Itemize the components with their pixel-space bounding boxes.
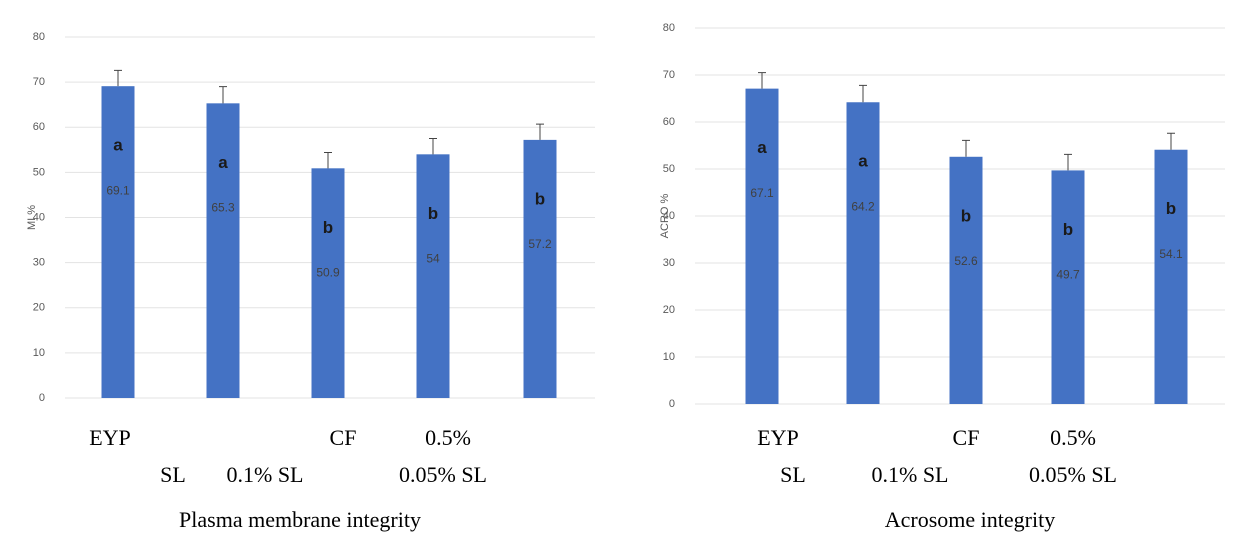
data-label: 54.1 xyxy=(1159,247,1183,261)
bar xyxy=(101,86,135,398)
x-label: CF xyxy=(330,425,357,450)
significance-letter: a xyxy=(757,138,767,157)
x-label: 0.05% SL xyxy=(1029,462,1117,487)
y-tick-label: 10 xyxy=(33,347,45,359)
y-tick-label: 0 xyxy=(669,398,675,410)
x-label: SL xyxy=(780,462,806,487)
y-tick-label: 0 xyxy=(39,392,45,404)
significance-letter: b xyxy=(1166,199,1176,218)
bar xyxy=(523,139,557,398)
y-tick-label: 30 xyxy=(33,257,45,269)
y-tick-label: 30 xyxy=(663,257,675,269)
chart-title: Acrosome integrity xyxy=(885,507,1055,532)
bar xyxy=(1051,170,1085,404)
significance-letter: b xyxy=(323,218,333,237)
y-tick-label: 60 xyxy=(33,121,45,133)
data-label: 50.9 xyxy=(316,265,340,279)
y-tick-label: 80 xyxy=(663,22,675,34)
significance-letter: b xyxy=(428,204,438,223)
data-label: 57.2 xyxy=(528,237,552,251)
bar xyxy=(949,156,983,404)
data-label: 54 xyxy=(426,251,440,265)
y-tick-label: 20 xyxy=(33,302,45,314)
y-tick-label: 40 xyxy=(33,211,45,223)
x-label: CF xyxy=(953,425,980,450)
y-tick-label: 10 xyxy=(663,351,675,363)
error-bar xyxy=(1167,132,1175,150)
significance-letter: b xyxy=(961,206,971,225)
y-tick-label: 70 xyxy=(663,69,675,81)
significance-letter: a xyxy=(113,136,123,155)
x-label: 0.5% xyxy=(425,425,471,450)
data-label: 52.6 xyxy=(954,254,978,268)
significance-letter: b xyxy=(1063,220,1073,239)
y-tick-label: 50 xyxy=(33,166,45,178)
x-label: EYP xyxy=(89,425,131,450)
bar xyxy=(745,88,779,404)
x-label: EYP xyxy=(757,425,799,450)
error-bar xyxy=(219,86,227,104)
y-axis-label: MI % xyxy=(26,205,38,230)
error-bar xyxy=(962,139,970,157)
significance-letter: a xyxy=(858,152,868,171)
y-tick-label: 60 xyxy=(663,116,675,128)
error-bar xyxy=(1064,153,1072,171)
bar xyxy=(311,168,345,398)
data-label: 65.3 xyxy=(211,201,235,215)
chart-title: Plasma membrane integrity xyxy=(179,507,421,532)
error-bar xyxy=(114,69,122,87)
y-axis-label: ACRO % xyxy=(659,193,671,238)
data-label: 64.2 xyxy=(851,199,875,213)
x-label: 0.05% SL xyxy=(399,462,487,487)
y-tick-label: 80 xyxy=(33,31,45,43)
y-tick-label: 50 xyxy=(663,163,675,175)
y-tick-label: 40 xyxy=(663,210,675,222)
y-tick-label: 20 xyxy=(663,304,675,316)
error-bar xyxy=(859,84,867,103)
bar xyxy=(846,102,880,404)
x-label: SL xyxy=(160,462,186,487)
error-bar xyxy=(536,123,544,140)
error-bar xyxy=(758,72,766,89)
data-label: 49.7 xyxy=(1056,268,1080,282)
bar xyxy=(1154,149,1188,404)
x-label: 0.5% xyxy=(1050,425,1096,450)
error-bar xyxy=(324,152,332,169)
y-tick-label: 70 xyxy=(33,76,45,88)
data-label: 67.1 xyxy=(750,186,774,200)
data-label: 69.1 xyxy=(106,183,130,197)
significance-letter: b xyxy=(535,189,545,208)
bar xyxy=(416,154,450,398)
x-label: 0.1% SL xyxy=(872,462,949,487)
error-bar xyxy=(429,138,437,155)
bar xyxy=(206,103,240,399)
x-label: 0.1% SL xyxy=(227,462,304,487)
significance-letter: a xyxy=(218,153,228,172)
